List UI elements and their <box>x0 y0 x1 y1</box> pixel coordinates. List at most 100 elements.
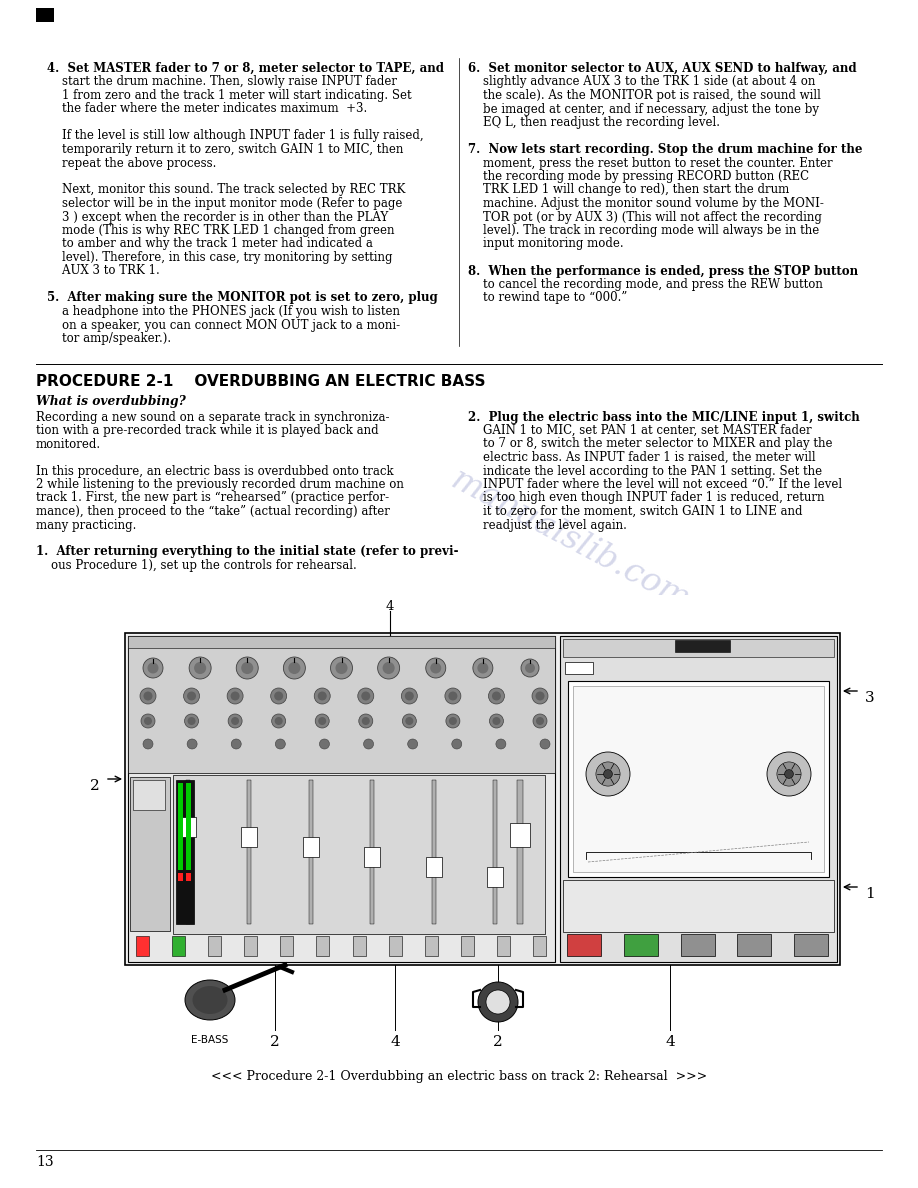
Circle shape <box>314 688 330 704</box>
Text: the scale). As the MONITOR pot is raised, the sound will: the scale). As the MONITOR pot is raised… <box>468 89 821 102</box>
Circle shape <box>335 662 348 674</box>
Text: 4.  Set MASTER fader to 7 or 8, meter selector to TAPE, and: 4. Set MASTER fader to 7 or 8, meter sel… <box>47 62 444 75</box>
Text: 1.  After returning everything to the initial state (refer to previ-: 1. After returning everything to the ini… <box>36 545 458 558</box>
Circle shape <box>274 691 283 701</box>
Circle shape <box>446 714 460 728</box>
Circle shape <box>777 762 801 786</box>
Text: 2: 2 <box>270 1035 280 1049</box>
Circle shape <box>241 662 253 674</box>
Text: F.fwd: F.fwd <box>748 939 762 944</box>
Circle shape <box>274 718 283 725</box>
Bar <box>128 636 555 647</box>
Circle shape <box>364 739 374 748</box>
Text: 4: 4 <box>666 1035 675 1049</box>
Circle shape <box>406 718 413 725</box>
Text: FOSTEX: FOSTEX <box>655 887 741 906</box>
Circle shape <box>525 663 535 672</box>
Text: 1 from zero and the track 1 meter will start indicating. Set: 1 from zero and the track 1 meter will s… <box>47 89 411 102</box>
Bar <box>675 640 730 652</box>
Text: EQ L, then readjust the recording level.: EQ L, then readjust the recording level. <box>468 116 720 129</box>
Bar <box>128 636 555 962</box>
Text: DC IN/PB SD: DC IN/PB SD <box>680 640 722 646</box>
Text: Recording a new sound on a separate track in synchroniza-: Recording a new sound on a separate trac… <box>36 411 389 423</box>
Text: 2.  Plug the electric bass into the MIC/LINE input 1, switch: 2. Plug the electric bass into the MIC/L… <box>468 411 860 423</box>
Text: it to zero for the moment, switch GAIN 1 to LINE and: it to zero for the moment, switch GAIN 1… <box>468 505 802 518</box>
Text: 3 ) except when the recorder is in other than the PLAY: 3 ) except when the recorder is in other… <box>47 210 388 223</box>
Bar <box>364 847 380 867</box>
Bar <box>497 936 509 956</box>
Text: MON OUT: MON OUT <box>393 637 427 643</box>
Circle shape <box>272 714 285 728</box>
Bar <box>186 779 190 924</box>
Text: electric bass. As INPUT fader 1 is raised, the meter will: electric bass. As INPUT fader 1 is raise… <box>468 451 815 465</box>
Text: 8.  When the performance is ended, press the STOP button: 8. When the performance is ended, press … <box>468 265 858 278</box>
Text: AUX 3 to TRK 1.: AUX 3 to TRK 1. <box>47 265 160 278</box>
Bar <box>567 934 601 956</box>
Text: v: v <box>640 946 644 954</box>
Circle shape <box>187 739 197 748</box>
Circle shape <box>187 718 196 725</box>
Circle shape <box>489 714 503 728</box>
Text: CTR/MULTI SS: CTR/MULTI SS <box>677 642 720 646</box>
Circle shape <box>521 659 539 677</box>
Bar <box>317 936 330 956</box>
Circle shape <box>492 718 500 725</box>
Text: 4: 4 <box>386 600 394 613</box>
Text: MULTITRACKER: MULTITRACKER <box>665 918 733 927</box>
Text: 4: 4 <box>369 914 375 922</box>
Bar <box>794 934 828 956</box>
Bar <box>247 779 252 924</box>
Bar <box>353 936 365 956</box>
Text: readjust the level again.: readjust the level again. <box>468 518 627 531</box>
Bar <box>680 934 714 956</box>
Circle shape <box>141 714 155 728</box>
Circle shape <box>362 718 370 725</box>
Text: input monitoring mode.: input monitoring mode. <box>468 238 623 251</box>
Bar <box>241 827 257 847</box>
Text: slightly advance AUX 3 to the TRK 1 side (at about 4 on: slightly advance AUX 3 to the TRK 1 side… <box>468 76 815 88</box>
Circle shape <box>148 663 159 674</box>
Text: INPUT: INPUT <box>131 661 153 669</box>
Circle shape <box>408 739 418 748</box>
Bar <box>173 775 545 934</box>
Circle shape <box>143 658 163 678</box>
Circle shape <box>533 714 547 728</box>
Ellipse shape <box>193 986 228 1015</box>
Bar <box>308 779 313 924</box>
Text: What is overdubbing?: What is overdubbing? <box>36 396 185 409</box>
Text: POWER: POWER <box>620 640 645 646</box>
Text: INPUT: INPUT <box>133 637 153 643</box>
Circle shape <box>536 718 544 725</box>
Bar <box>186 873 191 880</box>
Circle shape <box>194 662 207 674</box>
Text: PROCEDURE 2-1    OVERDUBBING AN ELECTRIC BASS: PROCEDURE 2-1 OVERDUBBING AN ELECTRIC BA… <box>36 373 486 388</box>
Circle shape <box>185 714 198 728</box>
Text: INPUT/TAPE: INPUT/TAPE <box>166 658 208 664</box>
Text: indicate the level according to the PAN 1 setting. Set the: indicate the level according to the PAN … <box>468 465 823 478</box>
Text: temporarily return it to zero, switch GAIN 1 to MIC, then: temporarily return it to zero, switch GA… <box>47 143 403 156</box>
Text: MASTER: MASTER <box>506 914 534 920</box>
Bar <box>133 779 165 810</box>
Circle shape <box>227 688 243 704</box>
Circle shape <box>401 688 418 704</box>
Bar <box>388 936 402 956</box>
Bar <box>172 936 185 956</box>
Circle shape <box>231 718 239 725</box>
Text: 13: 13 <box>36 1155 53 1169</box>
Bar <box>280 936 294 956</box>
Circle shape <box>189 657 211 680</box>
Text: selector will be in the input monitor mode (Refer to page: selector will be in the input monitor mo… <box>47 197 402 210</box>
Circle shape <box>330 657 353 680</box>
Text: STOP: STOP <box>804 939 820 944</box>
Circle shape <box>319 718 326 725</box>
Bar <box>461 936 474 956</box>
Bar <box>565 662 593 674</box>
Bar <box>128 636 555 773</box>
Circle shape <box>448 691 457 701</box>
Circle shape <box>271 688 286 704</box>
Bar <box>487 867 503 886</box>
Text: the recording mode by pressing RECORD button (REC: the recording mode by pressing RECORD bu… <box>468 170 809 183</box>
Circle shape <box>315 714 330 728</box>
Text: 3: 3 <box>865 691 875 704</box>
Bar <box>303 838 319 857</box>
